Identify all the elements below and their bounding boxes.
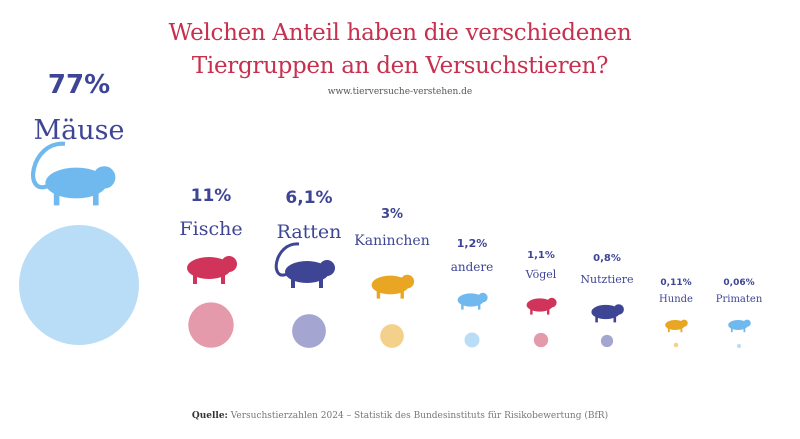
dog-icon [665,319,688,333]
category-label: Fische [179,218,243,241]
cow-icon [591,304,624,323]
category-label: Hunde [659,294,693,305]
bubble-7 [673,342,679,348]
bird-icon [526,297,557,315]
value-label: 0,11% [660,278,692,288]
category-label: Ratten [276,221,342,244]
value-label: 6,1% [285,188,333,208]
title-line-2: Tiergruppen an den Versuchstieren? [191,53,609,79]
bubble-5 [533,332,549,348]
source-text: Versuchstierzahlen 2024 – Statistik des … [230,411,609,421]
value-label: 1,1% [527,250,555,261]
bubble-3 [380,324,404,348]
value-label: 3% [380,207,404,222]
category-label: Primaten [715,294,763,305]
category-label: Nutztiere [580,272,634,286]
mouse-icon [31,141,116,206]
rat-icon [274,242,335,288]
value-label: 77% [47,70,111,100]
bubble-2 [292,314,326,348]
category-label: Mäuse [33,114,125,146]
bubble-8 [737,344,741,348]
website-url: www.tierversuche-verstehen.de [327,87,473,97]
title-line-1: Welchen Anteil haben die verschiedenen [168,20,632,46]
monkey-icon [728,319,751,333]
bubble-0 [19,225,139,345]
category-label: Vögel [525,267,557,281]
value-label: 0,06% [723,278,755,288]
value-label: 1,2% [456,237,488,250]
value-label: 11% [190,186,232,206]
category-label: Kaninchen [354,233,430,250]
bubble-4 [464,332,480,348]
frog-icon [457,292,488,310]
bubble-1 [188,302,234,348]
source-label: Quelle: [191,411,228,421]
fish-icon [187,256,237,284]
bubble-6 [600,334,614,348]
source-note: Quelle: Versuchstierzahlen 2024 – Statis… [0,411,800,421]
category-label: andere [450,259,494,274]
value-label: 0,8% [593,253,621,264]
rabbit-icon [371,274,415,299]
